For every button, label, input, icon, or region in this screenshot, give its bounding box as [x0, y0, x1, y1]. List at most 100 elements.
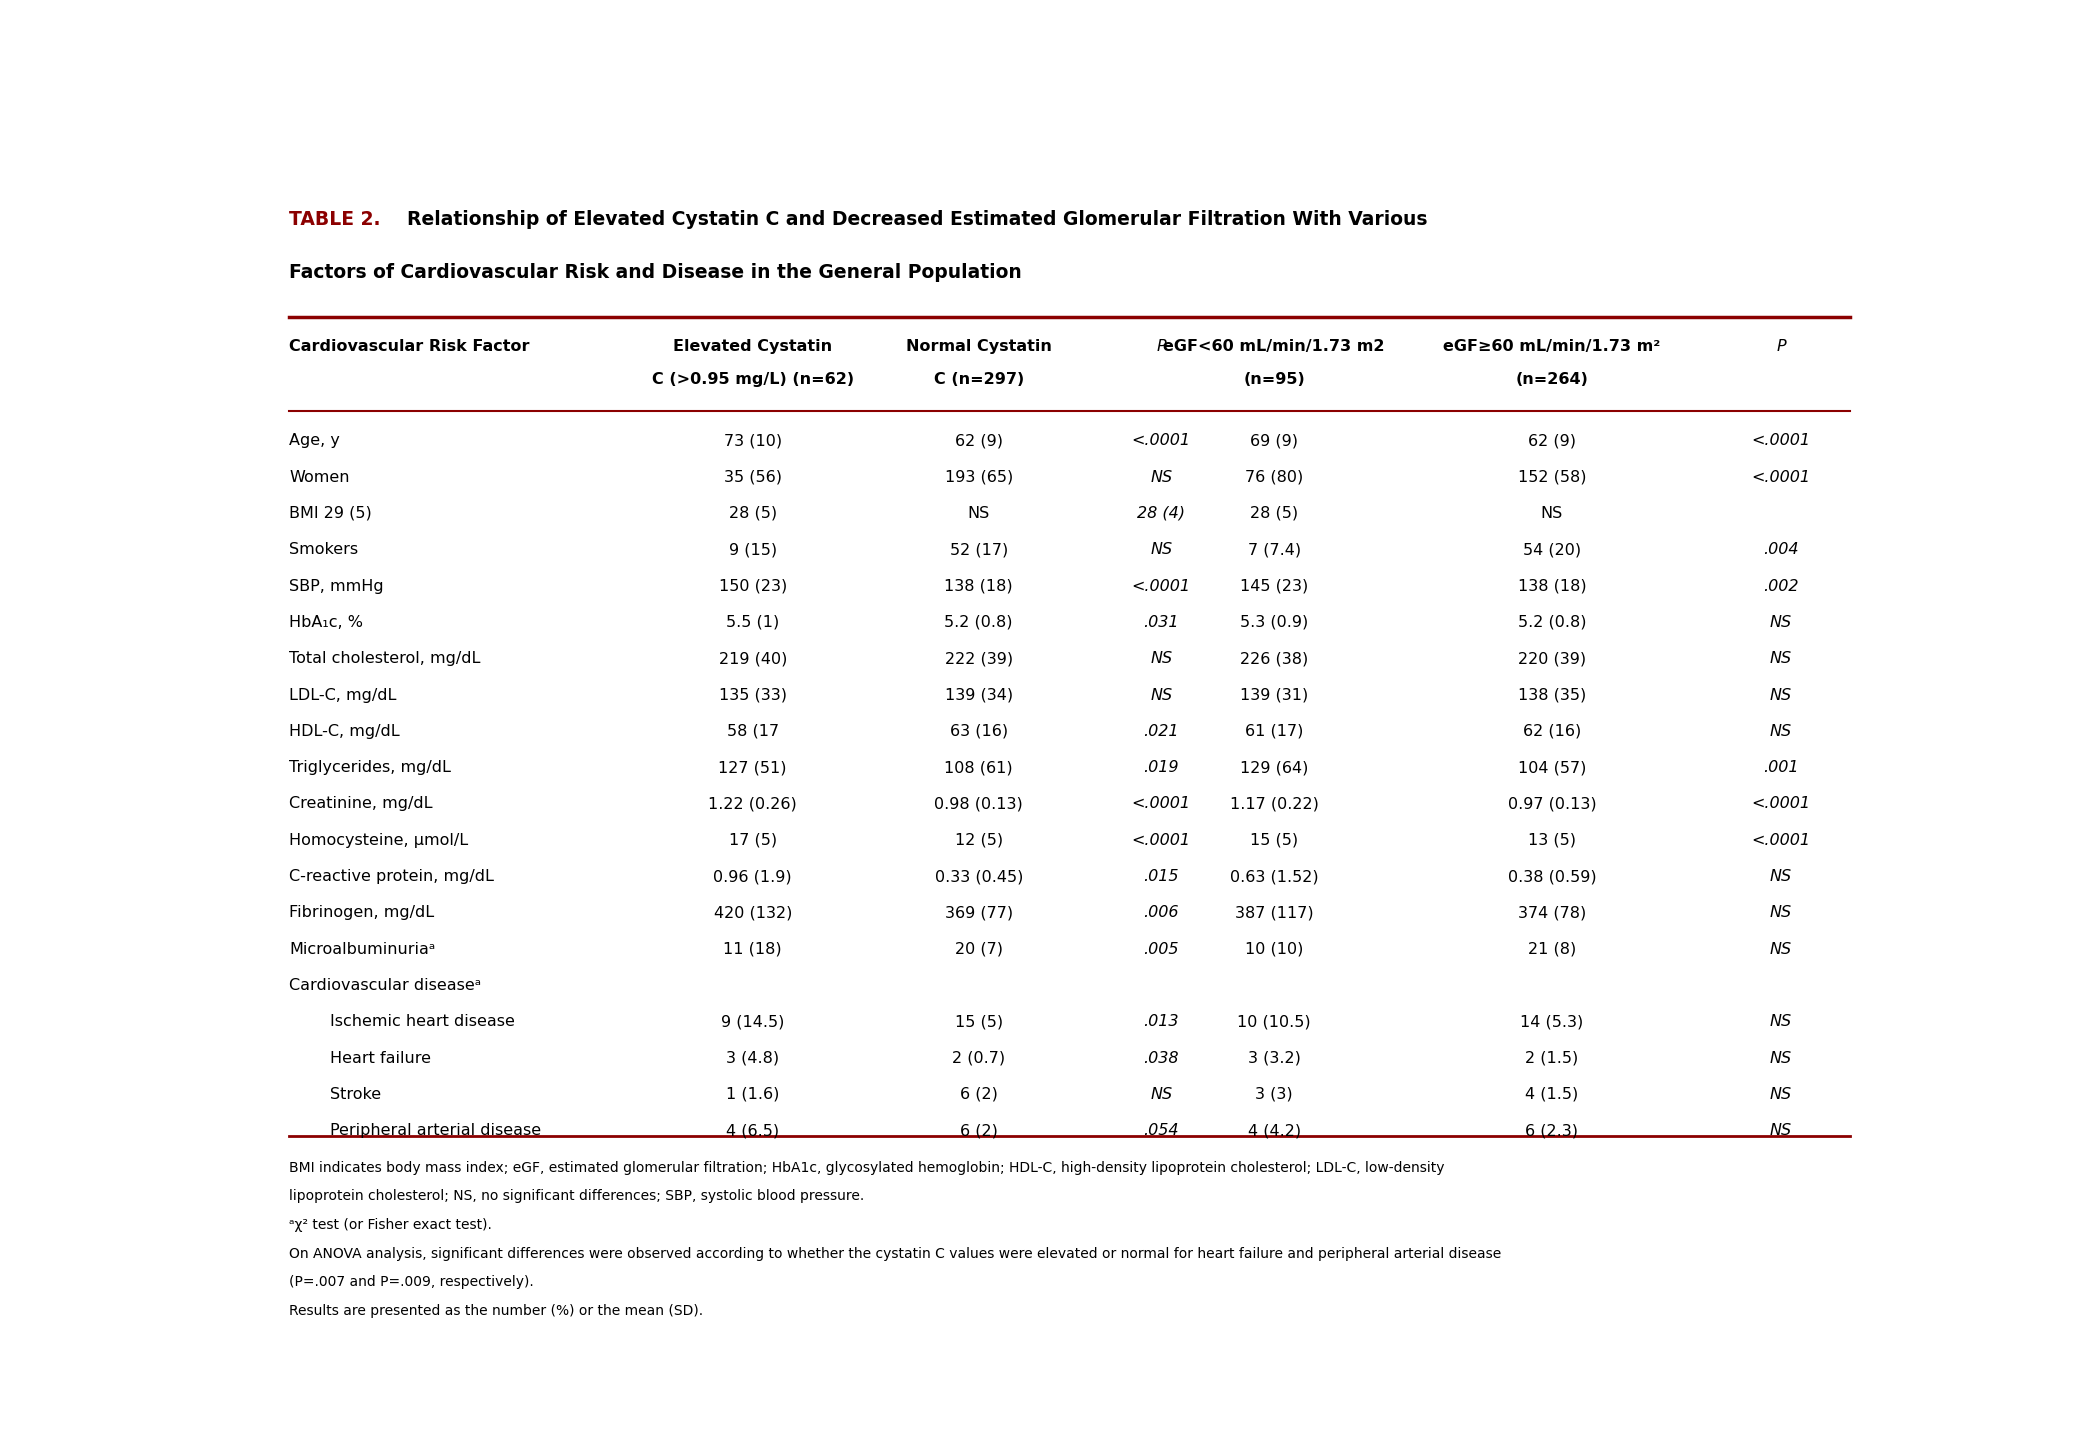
- Text: 138 (18): 138 (18): [944, 579, 1012, 593]
- Text: NS: NS: [1541, 506, 1562, 522]
- Text: On ANOVA analysis, significant differences were observed according to whether th: On ANOVA analysis, significant differenc…: [290, 1246, 1502, 1260]
- Text: Relationship of Elevated Cystatin C and Decreased Estimated Glomerular Filtratio: Relationship of Elevated Cystatin C and …: [408, 210, 1427, 229]
- Text: 193 (65): 193 (65): [944, 470, 1012, 484]
- Text: 52 (17): 52 (17): [950, 542, 1008, 557]
- Text: LDL-C, mg/dL: LDL-C, mg/dL: [290, 687, 396, 703]
- Text: 2 (1.5): 2 (1.5): [1525, 1050, 1579, 1066]
- Text: NS: NS: [1150, 652, 1173, 666]
- Text: 420 (132): 420 (132): [714, 906, 792, 920]
- Text: 374 (78): 374 (78): [1519, 906, 1585, 920]
- Text: 69 (9): 69 (9): [1250, 433, 1298, 449]
- Text: NS: NS: [1771, 614, 1791, 630]
- Text: 28 (5): 28 (5): [729, 506, 777, 522]
- Text: Triglycerides, mg/dL: Triglycerides, mg/dL: [290, 760, 452, 775]
- Text: <.0001: <.0001: [1131, 833, 1191, 847]
- Text: 76 (80): 76 (80): [1246, 470, 1304, 484]
- Text: <.0001: <.0001: [1752, 470, 1810, 484]
- Text: 220 (39): 220 (39): [1519, 652, 1585, 666]
- Text: (n=264): (n=264): [1516, 372, 1587, 387]
- Text: 7 (7.4): 7 (7.4): [1248, 542, 1300, 557]
- Text: 35 (56): 35 (56): [723, 470, 781, 484]
- Text: .006: .006: [1144, 906, 1179, 920]
- Text: 138 (18): 138 (18): [1519, 579, 1585, 593]
- Text: 139 (34): 139 (34): [946, 687, 1012, 703]
- Text: <.0001: <.0001: [1131, 796, 1191, 812]
- Text: 222 (39): 222 (39): [946, 652, 1012, 666]
- Text: 2 (0.7): 2 (0.7): [952, 1050, 1006, 1066]
- Text: 127 (51): 127 (51): [719, 760, 787, 775]
- Text: NS: NS: [1150, 687, 1173, 703]
- Text: BMI indicates body mass index; eGF, estimated glomerular filtration; HbA1c, glyc: BMI indicates body mass index; eGF, esti…: [290, 1160, 1446, 1175]
- Text: NS: NS: [1771, 906, 1791, 920]
- Text: Peripheral arterial disease: Peripheral arterial disease: [329, 1123, 542, 1139]
- Text: 219 (40): 219 (40): [719, 652, 787, 666]
- Text: 104 (57): 104 (57): [1519, 760, 1585, 775]
- Text: 11 (18): 11 (18): [723, 942, 781, 956]
- Text: 4 (6.5): 4 (6.5): [727, 1123, 779, 1139]
- Text: Heart failure: Heart failure: [329, 1050, 431, 1066]
- Text: 62 (9): 62 (9): [1527, 433, 1577, 449]
- Text: 15 (5): 15 (5): [1250, 833, 1298, 847]
- Text: Homocysteine, μmol/L: Homocysteine, μmol/L: [290, 833, 469, 847]
- Text: 6 (2): 6 (2): [960, 1123, 998, 1139]
- Text: NS: NS: [1150, 1087, 1173, 1102]
- Text: HbA₁c, %: HbA₁c, %: [290, 614, 362, 630]
- Text: 9 (15): 9 (15): [729, 542, 777, 557]
- Text: .021: .021: [1144, 725, 1179, 739]
- Text: 6 (2): 6 (2): [960, 1087, 998, 1102]
- Text: .038: .038: [1144, 1050, 1179, 1066]
- Text: NS: NS: [1150, 470, 1173, 484]
- Text: 12 (5): 12 (5): [954, 833, 1002, 847]
- Text: .013: .013: [1144, 1015, 1179, 1029]
- Text: .004: .004: [1764, 542, 1800, 557]
- Text: 61 (17): 61 (17): [1246, 725, 1304, 739]
- Text: 5.3 (0.9): 5.3 (0.9): [1239, 614, 1308, 630]
- Text: .005: .005: [1144, 942, 1179, 956]
- Text: <.0001: <.0001: [1752, 833, 1810, 847]
- Text: Microalbuminuriaᵃ: Microalbuminuriaᵃ: [290, 942, 435, 956]
- Text: C (>0.95 mg/L) (n=62): C (>0.95 mg/L) (n=62): [652, 372, 854, 387]
- Text: .031: .031: [1144, 614, 1179, 630]
- Text: 5.5 (1): 5.5 (1): [727, 614, 779, 630]
- Text: 3 (3.2): 3 (3.2): [1248, 1050, 1300, 1066]
- Text: <.0001: <.0001: [1131, 579, 1191, 593]
- Text: (n=95): (n=95): [1244, 372, 1306, 387]
- Text: 129 (64): 129 (64): [1239, 760, 1308, 775]
- Text: 108 (61): 108 (61): [944, 760, 1012, 775]
- Text: 150 (23): 150 (23): [719, 579, 787, 593]
- Text: Smokers: Smokers: [290, 542, 358, 557]
- Text: NS: NS: [969, 506, 989, 522]
- Text: 1.22 (0.26): 1.22 (0.26): [708, 796, 798, 812]
- Text: NS: NS: [1771, 687, 1791, 703]
- Text: 13 (5): 13 (5): [1527, 833, 1577, 847]
- Text: 3 (4.8): 3 (4.8): [727, 1050, 779, 1066]
- Text: 62 (9): 62 (9): [954, 433, 1002, 449]
- Text: NS: NS: [1771, 942, 1791, 956]
- Text: Age, y: Age, y: [290, 433, 340, 449]
- Text: 4 (1.5): 4 (1.5): [1525, 1087, 1579, 1102]
- Text: NS: NS: [1771, 1087, 1791, 1102]
- Text: NS: NS: [1771, 1050, 1791, 1066]
- Text: 73 (10): 73 (10): [723, 433, 781, 449]
- Text: 17 (5): 17 (5): [729, 833, 777, 847]
- Text: 138 (35): 138 (35): [1519, 687, 1585, 703]
- Text: .015: .015: [1144, 869, 1179, 885]
- Text: NS: NS: [1771, 725, 1791, 739]
- Text: 0.63 (1.52): 0.63 (1.52): [1229, 869, 1319, 885]
- Text: .001: .001: [1764, 760, 1800, 775]
- Text: 0.98 (0.13): 0.98 (0.13): [935, 796, 1023, 812]
- Text: eGF<60 mL/min/1.73 m2: eGF<60 mL/min/1.73 m2: [1164, 339, 1385, 354]
- Text: 10 (10.5): 10 (10.5): [1237, 1015, 1310, 1029]
- Text: .019: .019: [1144, 760, 1179, 775]
- Text: HDL-C, mg/dL: HDL-C, mg/dL: [290, 725, 400, 739]
- Text: 14 (5.3): 14 (5.3): [1521, 1015, 1583, 1029]
- Text: .002: .002: [1764, 579, 1800, 593]
- Text: eGF≥60 mL/min/1.73 m²: eGF≥60 mL/min/1.73 m²: [1444, 339, 1660, 354]
- Text: C-reactive protein, mg/dL: C-reactive protein, mg/dL: [290, 869, 494, 885]
- Text: Results are presented as the number (%) or the mean (SD).: Results are presented as the number (%) …: [290, 1303, 704, 1318]
- Text: 5.2 (0.8): 5.2 (0.8): [944, 614, 1012, 630]
- Text: .054: .054: [1144, 1123, 1179, 1139]
- Text: ᵃχ² test (or Fisher exact test).: ᵃχ² test (or Fisher exact test).: [290, 1218, 492, 1232]
- Text: 387 (117): 387 (117): [1235, 906, 1314, 920]
- Text: <.0001: <.0001: [1752, 796, 1810, 812]
